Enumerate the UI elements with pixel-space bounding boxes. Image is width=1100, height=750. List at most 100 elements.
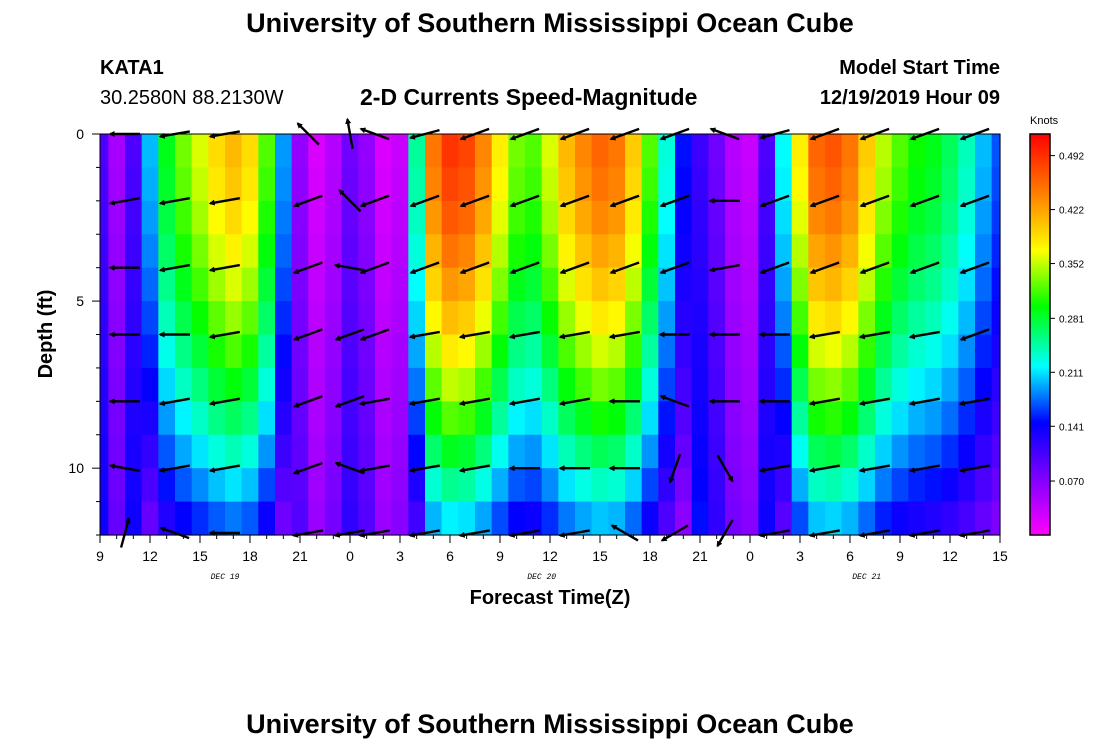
heatmap-cell <box>675 334 693 369</box>
heatmap-cell <box>291 434 309 469</box>
current-vector <box>608 330 641 340</box>
heatmap-cell <box>125 200 143 235</box>
current-vector <box>108 197 141 206</box>
heatmap-cell <box>925 134 943 169</box>
heatmap-cell <box>741 200 759 235</box>
heatmap-cell <box>891 434 909 469</box>
heatmap-cell <box>625 468 643 503</box>
heatmap-cell <box>775 200 793 235</box>
heatmap-cell <box>975 468 993 503</box>
current-vector <box>409 261 440 275</box>
heatmap-cell <box>941 267 959 302</box>
heatmap-cell <box>358 134 376 169</box>
heatmap-cell <box>575 501 593 536</box>
heatmap-cell <box>441 167 459 202</box>
current-vector <box>708 263 741 273</box>
x-tick-label: 15 <box>192 548 208 564</box>
heatmap-cell <box>191 234 209 269</box>
heatmap-cell <box>158 167 176 202</box>
heatmap-cell <box>308 200 326 235</box>
heatmap-cell <box>825 334 843 369</box>
heatmap-cell <box>125 401 143 436</box>
heatmap-cell <box>591 301 609 336</box>
heatmap-cell <box>908 167 926 202</box>
heatmap-cell <box>325 234 343 269</box>
heatmap-cell <box>891 134 909 169</box>
heatmap-cell <box>275 301 293 336</box>
heatmap-cell <box>508 301 526 336</box>
heatmap-cell <box>558 401 576 436</box>
colorbar-tick-label: 0.281 <box>1059 314 1084 325</box>
heatmap-cell <box>508 367 526 402</box>
heatmap-cell <box>858 367 876 402</box>
heatmap-cell <box>508 267 526 302</box>
heatmap-cell <box>525 501 543 536</box>
heatmap-cell <box>100 200 109 235</box>
heatmap-cell <box>725 301 743 336</box>
heatmap-cell <box>925 468 943 503</box>
heatmap-cell <box>241 501 259 536</box>
heatmap-cell <box>575 200 593 235</box>
date-label: DEC 21 <box>852 573 881 582</box>
heatmap-cell <box>508 401 526 436</box>
heatmap-cell <box>825 167 843 202</box>
x-tick-label: 12 <box>942 548 958 564</box>
heatmap-cell <box>875 134 893 169</box>
heatmap-cell <box>891 334 909 369</box>
heatmap-cell <box>475 267 493 302</box>
heatmap-cell <box>391 301 409 336</box>
heatmap-cell <box>225 468 243 503</box>
current-vector <box>909 261 940 275</box>
heatmap-cell <box>575 468 593 503</box>
heatmap-cell <box>841 134 859 169</box>
heatmap-cell <box>591 367 609 402</box>
heatmap-cell <box>358 401 376 436</box>
heatmap-cell <box>858 200 876 235</box>
model-start-label: Model Start Time <box>839 57 1000 79</box>
heatmap-cell <box>708 501 726 536</box>
current-vector <box>509 194 540 208</box>
heatmap-cell <box>158 267 176 302</box>
heatmap-cell <box>475 434 493 469</box>
heatmap-cell <box>225 367 243 402</box>
heatmap-cell <box>491 200 509 235</box>
heatmap-cell <box>591 334 609 369</box>
heatmap-cell <box>941 200 959 235</box>
heatmap-cell <box>608 134 626 169</box>
x-tick-label: 9 <box>896 548 904 564</box>
current-vector <box>292 261 323 275</box>
heatmap-cell <box>675 301 693 336</box>
heatmap-cell <box>258 167 276 202</box>
heatmap-cell <box>375 200 393 235</box>
current-vector <box>409 194 440 208</box>
heatmap-cell <box>108 234 126 269</box>
heatmap-cell <box>475 367 493 402</box>
heatmap-cell <box>958 167 976 202</box>
heatmap-cell <box>125 334 143 369</box>
heatmap-cell <box>925 501 943 536</box>
heatmap-cell <box>875 367 893 402</box>
heatmap-cell <box>441 234 459 269</box>
heatmap-cell <box>325 267 343 302</box>
heatmap-cell <box>941 401 959 436</box>
heatmap-cell <box>191 301 209 336</box>
heatmap-cell <box>275 468 293 503</box>
heatmap-cell <box>108 134 126 169</box>
heatmap-cell <box>991 468 1001 503</box>
heatmap-cell <box>458 134 476 169</box>
heatmap-cell <box>975 401 993 436</box>
heatmap-cell <box>708 334 726 369</box>
heatmap-cell <box>441 468 459 503</box>
current-vector <box>558 397 591 407</box>
heatmap-cell <box>375 334 393 369</box>
heatmap-cell <box>225 200 243 235</box>
current-vector <box>358 464 391 473</box>
heatmap-cell <box>741 434 759 469</box>
heatmap-cell <box>625 301 643 336</box>
heatmap-cell <box>808 167 826 202</box>
heatmap-cell <box>158 468 176 503</box>
heatmap-cell <box>891 367 909 402</box>
heatmap-cell <box>491 234 509 269</box>
heatmap-cell <box>791 468 809 503</box>
heatmap-cell <box>758 367 776 402</box>
